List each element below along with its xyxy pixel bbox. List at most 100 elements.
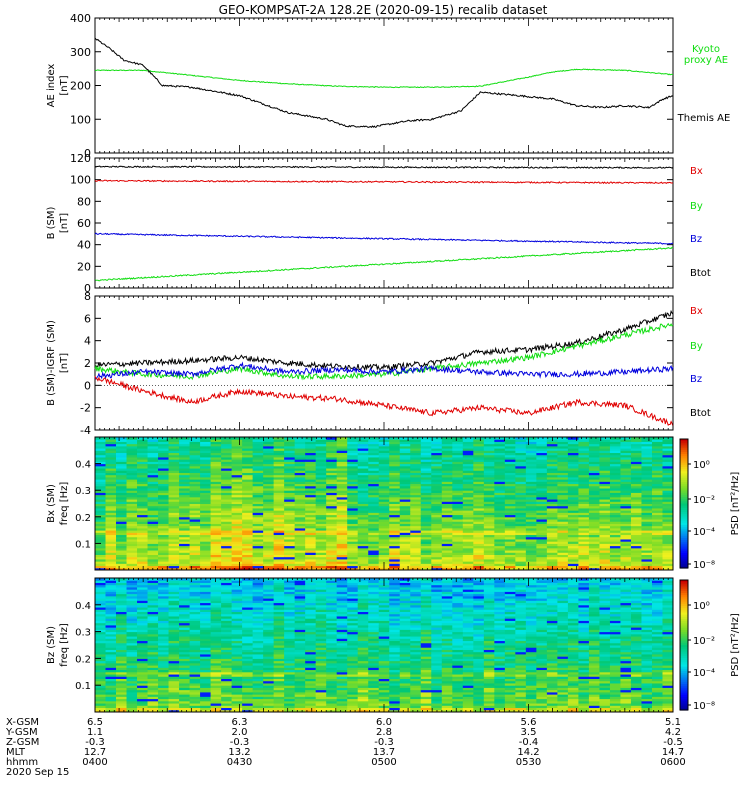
spectrogram-cell [336,452,348,456]
spectrogram-cell [389,445,401,449]
spectrogram-cell [126,550,138,553]
spectrogram-cell [662,552,674,555]
spectrogram-cell [116,674,128,677]
spectrogram-cell [137,676,149,679]
spectrogram-cell [504,521,516,524]
spectrogram-cell [179,507,191,511]
spectrogram-cell [525,459,537,462]
spectrogram-cell [410,525,422,529]
spectrogram-cell [116,565,128,569]
spectrogram-cell [504,450,516,454]
spectrogram-cell [168,598,180,601]
spectrogram-cell [116,613,128,617]
spectrogram-cell [147,521,159,524]
spectrogram-cell [431,452,443,456]
spectrogram-cell [326,463,338,467]
spectrogram-cell [494,550,506,553]
spectrogram-cell [452,463,464,467]
spectrogram-cell [357,503,369,507]
spectrogram-cell [105,649,117,653]
spectrogram-cell [105,481,117,485]
spectrogram-cell [126,593,138,597]
spectrogram-cell [546,543,558,547]
spectrogram-cell [189,512,201,516]
spectrogram-cell [399,474,411,478]
spectrogram-cell [189,532,201,536]
spectrogram-cell [126,624,138,628]
spectrogram-cell [431,519,443,522]
spectrogram-cell [179,510,191,513]
spectrogram-cell [662,472,674,476]
spectrogram-cell [179,676,191,679]
spectrogram-cell [147,525,159,529]
spectrogram-cell [567,496,579,500]
spectrogram-cell [189,543,201,547]
spectrogram-cell [357,461,369,465]
spectrogram-cell [410,558,422,562]
spectrogram-cell [578,463,590,467]
spectrogram-cell [504,523,516,527]
spectrogram-cell [116,456,128,460]
spectrogram-cell [452,550,464,553]
spectrogram-cell [252,472,264,476]
spectrogram-cell [116,667,128,671]
spectrogram-cell [662,507,674,511]
spectrogram-cell [126,613,138,617]
spectrogram-cell [179,561,191,564]
spectrogram-cell [357,547,369,551]
spectrogram-cell [525,470,537,473]
spectrogram-cell [525,512,537,516]
spectrogram-cell [609,496,621,500]
spectrogram-cell [147,474,159,478]
spectrogram-cell [515,523,527,527]
spectrogram-cell [420,472,432,476]
spectrogram-cell [158,613,170,617]
spectrogram-cell [105,536,117,540]
spectrogram-cell [557,468,569,471]
spectrogram-cell [368,481,380,485]
spectrogram-cell [473,443,485,447]
spectrogram-cell [294,468,306,471]
spectrogram-cell [137,465,149,469]
spectrogram-cell [231,476,243,480]
spectrogram-cell [179,618,191,621]
spectrogram-cell [462,563,474,567]
spectrogram-cell [546,516,558,520]
spectrogram-cell [305,550,317,553]
spectrogram-cell [158,611,170,615]
spectrogram-cell [116,561,128,564]
spectrogram-cell [588,463,600,467]
spectrogram-cell [315,547,327,551]
spectrogram-cell [336,554,348,558]
spectrogram-cell [452,510,464,513]
spectrogram-cell [305,485,317,489]
spectrogram-cell [221,496,233,500]
spectrogram-cell [536,527,548,531]
spectrogram-cell [473,459,485,462]
spectrogram-cell [399,514,411,518]
spectrogram-cell [294,558,306,562]
spectrogram-cell [336,465,348,469]
spectrogram-cell [588,452,600,456]
spectrogram-cell [399,516,411,520]
spectrogram-cell [588,499,600,502]
spectrogram-cell [410,465,422,469]
spectrogram-cell [504,503,516,507]
spectrogram-cell [126,556,138,560]
spectrogram-cell [158,578,170,581]
spectrogram-cell [158,490,170,493]
spectrogram-cell [168,671,180,675]
spectrogram-cell [315,470,327,473]
spectrogram-cell [567,565,579,569]
spectrogram-cell [420,474,432,478]
spectrogram-cell [126,629,138,633]
spectrogram-cell [567,468,579,471]
spectrogram-cell [252,470,264,473]
spectrogram-cell [315,474,327,478]
spectrogram-cell [210,521,222,524]
spectrogram-cell [147,505,159,509]
spectrogram-cell [252,525,264,529]
spectrogram-cell [305,470,317,473]
spectrogram-cell [242,461,254,465]
spectrogram-cell [168,633,180,637]
